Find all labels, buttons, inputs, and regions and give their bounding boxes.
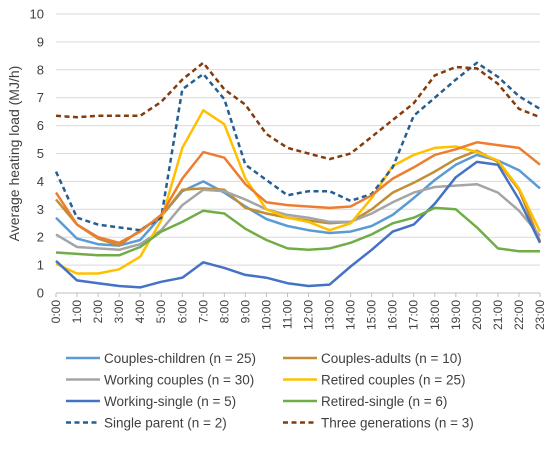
x-tick-label: 11:00 xyxy=(280,300,294,329)
x-tick-label: 7:00 xyxy=(196,300,210,324)
legend-label: Retired-single (n = 6) xyxy=(321,394,447,409)
y-tick-label: 2 xyxy=(37,230,44,245)
y-tick-label: 9 xyxy=(37,34,44,49)
x-tick-label: 23:00 xyxy=(533,300,547,330)
series-line xyxy=(55,160,542,289)
series-line xyxy=(54,61,541,232)
x-tick-label: 5:00 xyxy=(154,300,168,324)
series-line xyxy=(55,61,541,161)
x-tick-label: 21:00 xyxy=(491,300,505,330)
x-tick-label: 9:00 xyxy=(238,300,252,324)
series-lines xyxy=(54,61,542,289)
x-axis-ticks: 0:00 1:00 2:00 3:00 4:00 5:00 6:00 7:00 8:00 9:00… xyxy=(49,293,547,330)
x-tick-label: 1:00 xyxy=(70,300,84,324)
x-tick-label: 10:00 xyxy=(259,300,273,330)
legend-label: Single parent (n = 2) xyxy=(104,416,227,431)
x-tick-label: 2:00 xyxy=(91,300,105,324)
x-tick-label: 15:00 xyxy=(365,300,379,330)
y-tick-label: 1 xyxy=(37,258,44,273)
y-tick-label: 5 xyxy=(37,146,44,161)
x-tick-label: 19:00 xyxy=(449,300,463,330)
x-tick-label: 6:00 xyxy=(175,300,189,324)
y-tick-label: 0 xyxy=(37,286,44,301)
series-line xyxy=(54,141,541,245)
legend-label: Couples-adults (n = 10) xyxy=(321,351,462,366)
y-tick-label: 8 xyxy=(37,62,44,77)
y-tick-label: 3 xyxy=(37,202,44,217)
legend-label: Working couples (n = 30) xyxy=(104,373,254,388)
x-tick-label: 4:00 xyxy=(133,300,147,324)
series-line xyxy=(55,149,542,247)
y-tick-label: 4 xyxy=(37,174,44,189)
x-tick-label: 3:00 xyxy=(112,300,126,324)
x-tick-label: 12:00 xyxy=(302,300,316,330)
gridlines xyxy=(56,13,540,266)
x-tick-label: 20:00 xyxy=(470,300,484,330)
series-line xyxy=(55,206,540,257)
x-tick-label: 13:00 xyxy=(323,300,337,330)
legend-label: Working-single (n = 5) xyxy=(104,394,236,409)
y-tick-label: 10 xyxy=(30,7,44,22)
x-tick-label: 0:00 xyxy=(49,300,63,324)
legend-label: Couples-children (n = 25) xyxy=(104,351,256,366)
x-tick-label: 18:00 xyxy=(428,300,442,330)
y-tick-label: 6 xyxy=(37,118,44,133)
x-tick-label: 17:00 xyxy=(407,300,421,330)
legend-label: Retired couples (n = 25) xyxy=(321,373,465,388)
x-tick-label: 14:00 xyxy=(344,300,358,330)
series-line xyxy=(55,153,541,247)
legend-label: Three generations (n = 3) xyxy=(321,416,474,431)
x-tick-label: 16:00 xyxy=(386,300,400,330)
legend: Couples-children (n = 25) Couples-adults … xyxy=(66,351,474,431)
series-line xyxy=(55,182,541,252)
x-tick-label: 8:00 xyxy=(217,300,231,324)
y-axis-ticks: 0 1 2 3 4 5 6 7 8 9 10 xyxy=(30,7,44,301)
y-axis-label: Average heating load (MJ/h) xyxy=(6,66,22,242)
x-tick-label: 22:00 xyxy=(512,300,526,330)
y-tick-label: 7 xyxy=(37,90,44,105)
